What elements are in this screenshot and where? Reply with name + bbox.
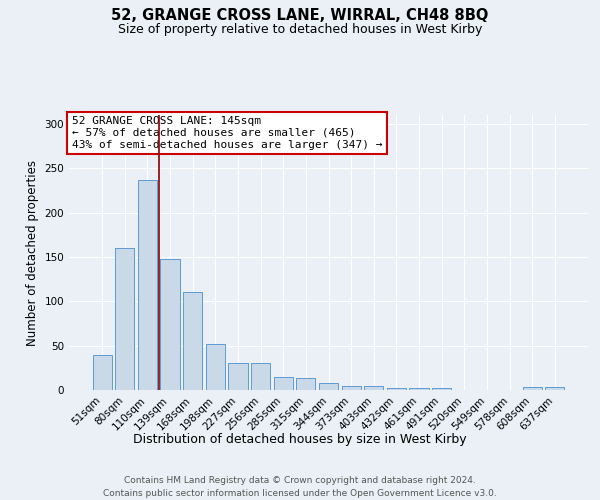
Bar bbox=[364, 386, 383, 390]
Text: 52, GRANGE CROSS LANE, WIRRAL, CH48 8BQ: 52, GRANGE CROSS LANE, WIRRAL, CH48 8BQ bbox=[112, 8, 488, 22]
Bar bbox=[274, 376, 293, 390]
Bar bbox=[229, 362, 248, 390]
Text: Size of property relative to detached houses in West Kirby: Size of property relative to detached ho… bbox=[118, 22, 482, 36]
Bar bbox=[138, 180, 157, 390]
Bar bbox=[115, 248, 134, 390]
Bar bbox=[341, 386, 361, 390]
Bar bbox=[387, 388, 406, 390]
Bar bbox=[92, 354, 112, 390]
Text: Distribution of detached houses by size in West Kirby: Distribution of detached houses by size … bbox=[133, 432, 467, 446]
Text: Contains HM Land Registry data © Crown copyright and database right 2024.: Contains HM Land Registry data © Crown c… bbox=[124, 476, 476, 485]
Bar bbox=[432, 388, 451, 390]
Bar bbox=[183, 292, 202, 390]
Bar bbox=[251, 362, 270, 390]
Bar bbox=[545, 388, 565, 390]
Bar bbox=[523, 388, 542, 390]
Bar bbox=[409, 388, 428, 390]
Text: 52 GRANGE CROSS LANE: 145sqm
← 57% of detached houses are smaller (465)
43% of s: 52 GRANGE CROSS LANE: 145sqm ← 57% of de… bbox=[71, 116, 382, 150]
Text: Contains public sector information licensed under the Open Government Licence v3: Contains public sector information licen… bbox=[103, 489, 497, 498]
Bar bbox=[206, 344, 225, 390]
Bar bbox=[319, 383, 338, 390]
Y-axis label: Number of detached properties: Number of detached properties bbox=[26, 160, 39, 346]
Bar bbox=[160, 258, 180, 390]
Bar bbox=[296, 378, 316, 390]
